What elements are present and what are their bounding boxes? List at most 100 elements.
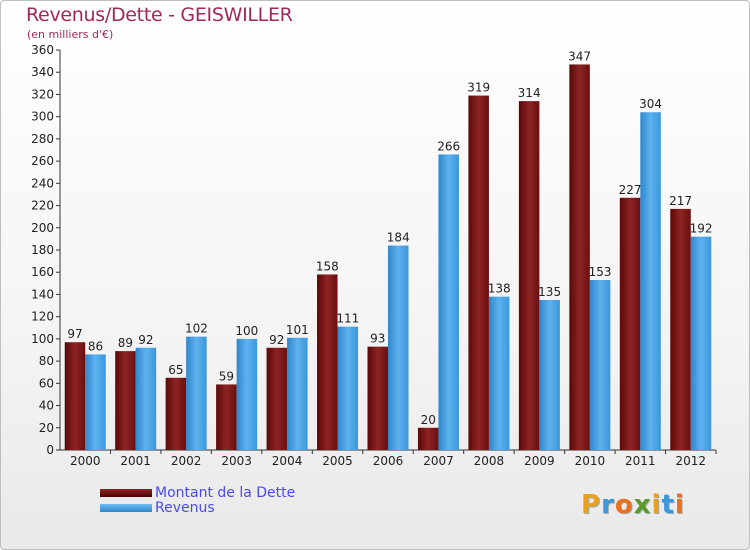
value-label-revenus: 100 xyxy=(235,324,258,338)
bar-dette xyxy=(64,342,86,450)
bar-revenus xyxy=(690,236,712,450)
y-tick-label: 320 xyxy=(31,87,54,101)
bar-dette xyxy=(216,384,237,450)
logo-letter: P xyxy=(581,490,602,520)
y-tick-label: 60 xyxy=(39,376,54,390)
y-tick-label: 240 xyxy=(31,176,54,190)
y-tick-label: 120 xyxy=(31,310,54,324)
chart-title: Revenus/Dette - GEISWILLER xyxy=(26,4,293,26)
x-tick-label: 2011 xyxy=(625,454,656,468)
bar-revenus xyxy=(186,336,207,450)
y-tick-label: 200 xyxy=(31,221,54,235)
chart-bars xyxy=(64,64,712,451)
x-tick-label: 2010 xyxy=(575,454,606,468)
value-label-dette: 65 xyxy=(168,363,183,377)
x-tick-label: 2009 xyxy=(524,454,555,468)
legend-label-revenus: Revenus xyxy=(155,500,215,516)
chart-legend: Montant de la Dette Revenus xyxy=(100,486,295,516)
value-label-dette: 97 xyxy=(67,327,82,341)
x-tick-label: 2004 xyxy=(272,454,303,468)
y-tick-label: 340 xyxy=(31,65,54,79)
legend-label-dette: Montant de la Dette xyxy=(155,485,296,501)
value-label-revenus: 192 xyxy=(690,222,713,236)
bar-revenus xyxy=(488,296,510,450)
bar-dette xyxy=(569,64,590,450)
bar-dette xyxy=(367,346,388,450)
logo-letter: i xyxy=(651,490,662,520)
x-tick-label: 2005 xyxy=(322,454,353,468)
bar-dette xyxy=(619,197,641,450)
bar-revenus xyxy=(85,354,106,450)
value-label-dette: 20 xyxy=(421,413,436,427)
value-label-revenus: 304 xyxy=(639,97,662,111)
x-tick-label: 2002 xyxy=(171,454,202,468)
logo-letter: x xyxy=(633,490,652,520)
bar-dette xyxy=(266,347,288,450)
value-label-dette: 158 xyxy=(316,259,339,273)
chart-subtitle: (en milliers d'€) xyxy=(27,28,114,41)
value-label-revenus: 135 xyxy=(538,285,561,299)
bar-dette xyxy=(468,95,489,451)
y-tick-label: 0 xyxy=(46,443,54,457)
value-label-dette: 217 xyxy=(669,194,692,208)
logo-letter: t xyxy=(661,490,675,520)
value-label-dette: 89 xyxy=(118,336,133,350)
logo-letter: i xyxy=(674,490,685,520)
value-label-revenus: 184 xyxy=(387,231,410,245)
value-label-dette: 93 xyxy=(370,332,385,346)
value-label-revenus: 102 xyxy=(185,322,208,336)
logo-letter: r xyxy=(601,490,615,520)
y-tick-label: 260 xyxy=(31,154,54,168)
legend-item-dette: Montant de la Dette xyxy=(100,486,295,501)
y-tick-label: 80 xyxy=(39,354,54,368)
bar-revenus xyxy=(135,347,157,450)
bar-dette xyxy=(165,377,187,450)
value-label-revenus: 101 xyxy=(286,323,309,337)
y-tick-label: 160 xyxy=(31,265,54,279)
bar-dette xyxy=(670,208,691,450)
x-tick-label: 2001 xyxy=(120,454,151,468)
value-label-dette: 347 xyxy=(568,49,591,63)
x-tick-label: 2006 xyxy=(373,454,404,468)
value-label-dette: 314 xyxy=(518,86,541,100)
y-tick-label: 100 xyxy=(31,332,54,346)
y-tick-label: 280 xyxy=(31,132,54,146)
chart-axes: 0204060801001201401601802002202402602803… xyxy=(31,43,717,468)
value-label-revenus: 266 xyxy=(437,139,460,153)
bar-revenus xyxy=(438,154,459,450)
bar-dette xyxy=(417,427,439,450)
value-label-revenus: 111 xyxy=(336,312,359,326)
value-label-dette: 227 xyxy=(619,183,642,197)
y-tick-label: 220 xyxy=(31,199,54,213)
x-tick-label: 2000 xyxy=(70,454,101,468)
x-tick-label: 2008 xyxy=(474,454,505,468)
legend-item-revenus: Revenus xyxy=(100,501,295,516)
bar-revenus xyxy=(589,280,611,450)
bar-revenus xyxy=(287,337,308,450)
value-label-dette: 319 xyxy=(467,81,490,95)
bar-revenus xyxy=(539,300,560,450)
value-label-dette: 92 xyxy=(269,333,284,347)
x-tick-label: 2003 xyxy=(221,454,252,468)
y-tick-label: 300 xyxy=(31,110,54,124)
legend-swatch-dette xyxy=(100,489,152,497)
bar-revenus xyxy=(640,112,661,450)
bar-revenus xyxy=(337,326,359,450)
value-label-dette: 59 xyxy=(219,369,234,383)
x-tick-label: 2007 xyxy=(423,454,454,468)
proxiti-logo: Proxiti xyxy=(581,490,685,520)
bar-dette xyxy=(115,351,136,450)
y-tick-label: 140 xyxy=(31,287,54,301)
x-tick-label: 2012 xyxy=(675,454,706,468)
bar-revenus xyxy=(388,245,409,450)
y-tick-label: 40 xyxy=(39,399,54,413)
bar-revenus xyxy=(236,338,258,450)
value-label-revenus: 153 xyxy=(589,265,612,279)
bar-dette xyxy=(317,274,338,450)
legend-swatch-revenus xyxy=(100,504,152,512)
y-tick-label: 180 xyxy=(31,243,54,257)
value-label-revenus: 138 xyxy=(488,282,511,296)
y-tick-label: 20 xyxy=(39,421,54,435)
